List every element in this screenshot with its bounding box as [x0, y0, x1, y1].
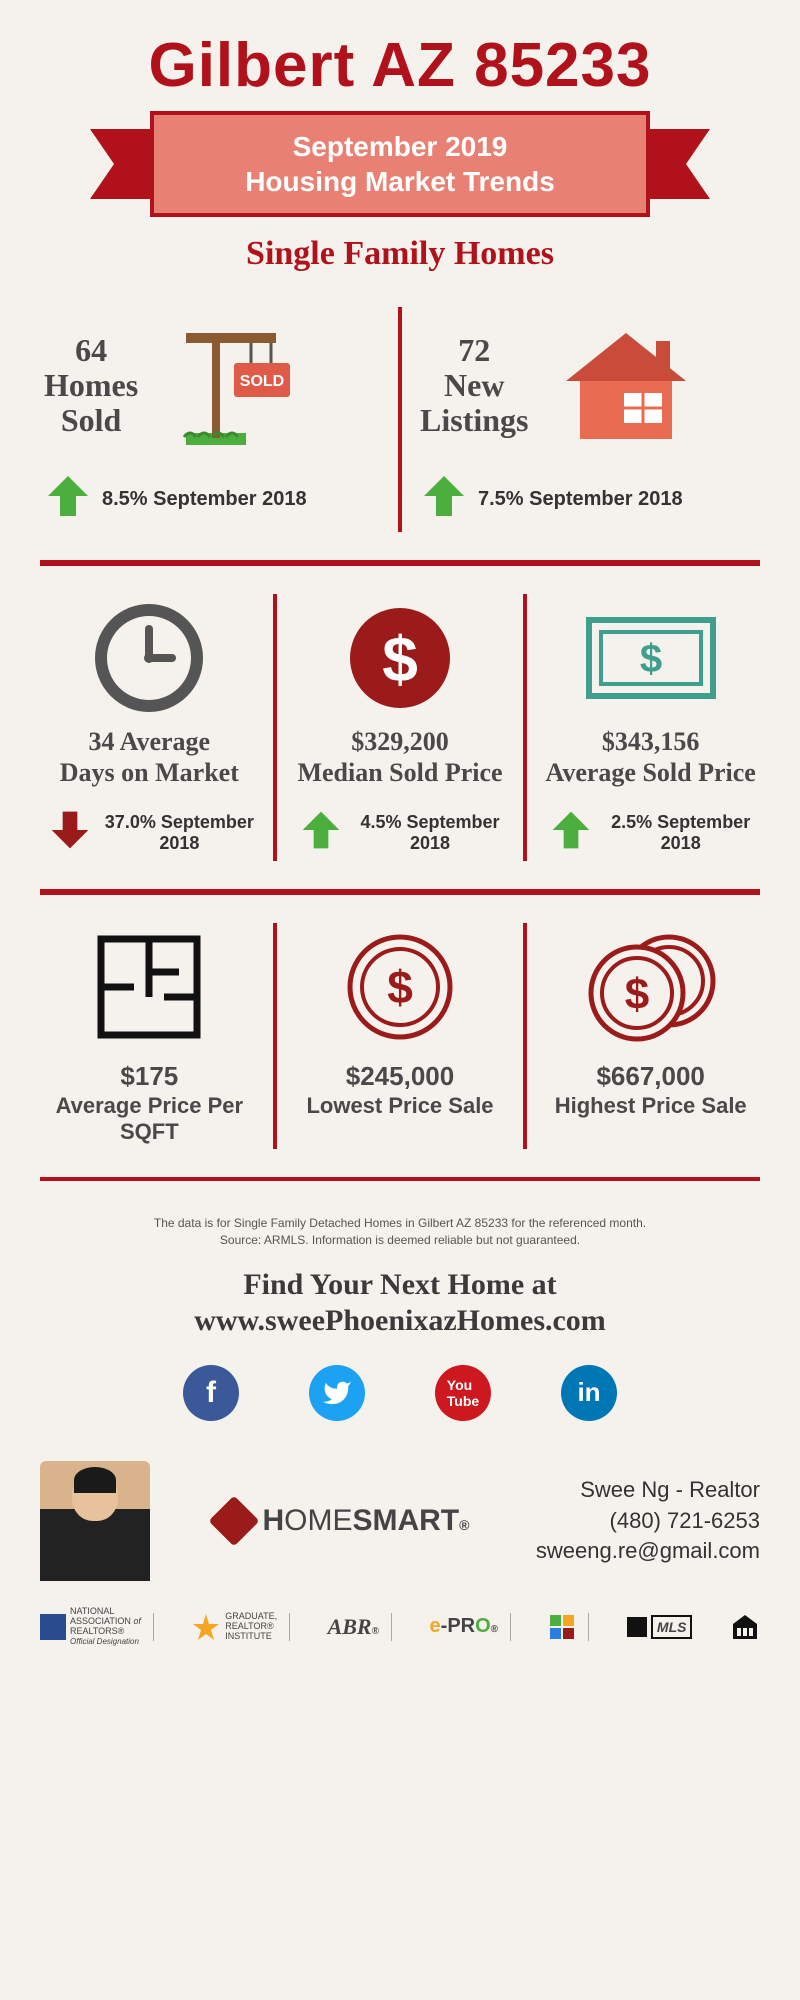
coin-single-icon: $: [340, 927, 460, 1047]
stat-new-listings: 72 New Listings: [416, 307, 760, 532]
subtitle: Single Family Homes: [40, 235, 760, 273]
homes-sold-label1: Homes: [44, 368, 138, 403]
house-icon: [546, 313, 706, 458]
dollar-badge-icon: $: [345, 598, 455, 718]
contact-phone: (480) 721-6253: [536, 1506, 760, 1537]
arrow-up-icon: [44, 472, 92, 526]
highest-label: Highest Price Sale: [555, 1093, 747, 1118]
contact-email: sweeng.re@gmail.com: [536, 1536, 760, 1567]
sqft-value: $175: [42, 1061, 257, 1092]
median-label: Median Sold Price: [297, 757, 502, 788]
page-title: Gilbert AZ 85233: [40, 30, 760, 101]
sold-sign-icon: SOLD: [156, 313, 306, 458]
new-listings-change: 7.5% September 2018: [478, 488, 683, 511]
sqft-label: Average Price Per SQFT: [56, 1093, 244, 1144]
avg-label: Average Sold Price: [546, 757, 756, 788]
lowest-label: Lowest Price Sale: [306, 1093, 493, 1118]
svg-text:$: $: [382, 623, 418, 695]
svg-text:$: $: [387, 961, 413, 1013]
arrow-up-icon: [299, 808, 343, 857]
ribbon-line-2: Housing Market Trends: [174, 164, 626, 199]
stat-highest-price: $ $667,000 Highest Price Sale: [541, 923, 760, 1149]
homes-sold-label2: Sold: [44, 403, 138, 438]
stat-average-price: $ $343,156 Average Sold Price 2.5% Septe…: [541, 594, 760, 861]
new-listings-value: 72: [420, 333, 528, 368]
clock-icon: [94, 598, 204, 718]
svg-text:$: $: [640, 637, 662, 681]
stat-days-on-market: 34 Average Days on Market 37.0% Septembe…: [40, 594, 259, 861]
avg-change: 2.5% September 2018: [603, 812, 758, 854]
stat-median-price: $ $329,200 Median Sold Price 4.5% Septem…: [291, 594, 510, 861]
new-listings-label1: New: [420, 368, 528, 403]
median-value: $329,200: [297, 726, 502, 757]
social-row: f YouTube in: [40, 1365, 760, 1421]
dollar-bill-icon: $: [581, 598, 721, 718]
lowest-value: $245,000: [306, 1061, 493, 1092]
contact-name: Swee Ng - Realtor: [536, 1475, 760, 1506]
certification-row: NATIONALASSOCIATION ofREALTORS®Official …: [40, 1607, 760, 1647]
ribbon-line-1: September 2019: [174, 129, 626, 164]
arrow-down-icon: [48, 808, 92, 857]
facebook-icon[interactable]: f: [183, 1365, 239, 1421]
ribbon: September 2019 Housing Market Trends: [120, 111, 680, 231]
arrow-up-icon: [420, 472, 468, 526]
arrow-up-icon: [549, 808, 593, 857]
twitter-icon[interactable]: [309, 1365, 365, 1421]
floorplan-icon: [89, 927, 209, 1047]
median-change: 4.5% September 2018: [353, 812, 508, 854]
avg-value: $343,156: [546, 726, 756, 757]
cta: Find Your Next Home at www.sweePhoenixaz…: [40, 1267, 760, 1339]
stat-homes-sold: 64 Homes Sold SOLD: [40, 307, 384, 532]
homes-sold-value: 64: [44, 333, 138, 368]
highest-value: $667,000: [555, 1061, 747, 1092]
stat-price-per-sqft: $175 Average Price Per SQFT: [40, 923, 259, 1149]
disclaimer: The data is for Single Family Detached H…: [40, 1215, 760, 1249]
linkedin-icon[interactable]: in: [561, 1365, 617, 1421]
new-listings-label2: Listings: [420, 403, 528, 438]
svg-text:$: $: [624, 970, 648, 1019]
brand-logo: HOMESMART®: [216, 1503, 469, 1539]
svg-text:SOLD: SOLD: [240, 373, 284, 390]
stat-lowest-price: $ $245,000 Lowest Price Sale: [291, 923, 510, 1149]
coin-double-icon: $: [581, 927, 721, 1047]
avatar: [40, 1461, 150, 1581]
dom-value: 34 Average: [60, 726, 239, 757]
dom-label: Days on Market: [60, 757, 239, 788]
dom-change: 37.0% September 2018: [102, 812, 257, 854]
contact-info: Swee Ng - Realtor (480) 721-6253 sweeng.…: [536, 1475, 760, 1567]
youtube-icon[interactable]: YouTube: [435, 1365, 491, 1421]
homes-sold-change: 8.5% September 2018: [102, 488, 307, 511]
